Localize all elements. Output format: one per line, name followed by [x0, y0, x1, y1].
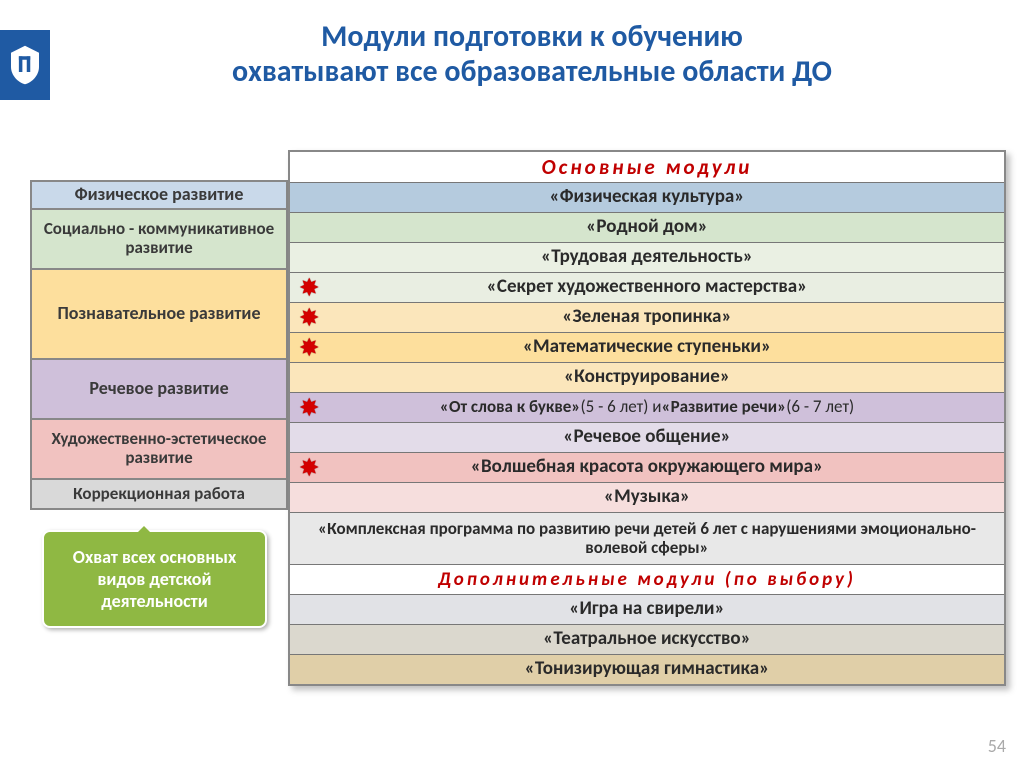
- modules-column: Основные модули «Физическая культура»«Ро…: [288, 150, 1006, 686]
- module-row: «Родной дом»: [290, 212, 1004, 242]
- module-row: «Физическая культура»: [290, 182, 1004, 212]
- extra-module-row: «Тонизирующая гимнастика»: [290, 654, 1004, 684]
- category-cell: Физическое развитие: [30, 180, 288, 210]
- modules-header-extra: Дополнительные модули (по выбору): [290, 564, 1004, 594]
- star-icon: ✸: [300, 305, 318, 329]
- extra-module-row: «Игра на свирели»: [290, 594, 1004, 624]
- category-cell: Художественно-эстетическое развитие: [30, 420, 288, 480]
- logo-badge: [0, 30, 50, 100]
- module-row: «Зеленая тропинка»✸: [290, 302, 1004, 332]
- module-row: «Секрет художественного мастерства»✸: [290, 272, 1004, 302]
- callout-text: Охват всех основных видов детской деятел…: [73, 546, 236, 612]
- category-cell: Социально - коммуникативное развитие: [30, 210, 288, 270]
- module-row: «Трудовая деятельность»: [290, 242, 1004, 272]
- extra-module-row: «Театральное искусство»: [290, 624, 1004, 654]
- star-icon: ✸: [300, 455, 318, 479]
- title-line2: охватывают все образовательные области Д…: [60, 55, 1004, 90]
- category-cell: Коррекционная работа: [30, 480, 288, 510]
- callout-bubble: Охват всех основных видов детской деятел…: [42, 530, 267, 628]
- module-row: «Конструирование»: [290, 362, 1004, 392]
- category-cell: Познавательное развитие: [30, 270, 288, 360]
- modules-header-main: Основные модули: [290, 152, 1004, 182]
- star-icon: ✸: [300, 395, 318, 419]
- module-row: «Математические ступеньки»✸: [290, 332, 1004, 362]
- page-number: 54: [988, 735, 1006, 757]
- module-row: «Речевое общение»: [290, 422, 1004, 452]
- module-row: «Комплексная программа по развитию речи …: [290, 512, 1004, 564]
- module-row: «Волшебная красота окружающего мира»✸: [290, 452, 1004, 482]
- star-icon: ✸: [300, 275, 318, 299]
- page-title: Модули подготовки к обучению охватывают …: [60, 20, 1004, 89]
- module-row: «Музыка»: [290, 482, 1004, 512]
- title-line1: Модули подготовки к обучению: [60, 20, 1004, 55]
- left-spacer: [30, 150, 288, 180]
- category-cell: Речевое развитие: [30, 360, 288, 420]
- module-row: «От слова к букве» (5 - 6 лет) и «Развит…: [290, 392, 1004, 422]
- star-icon: ✸: [300, 335, 318, 359]
